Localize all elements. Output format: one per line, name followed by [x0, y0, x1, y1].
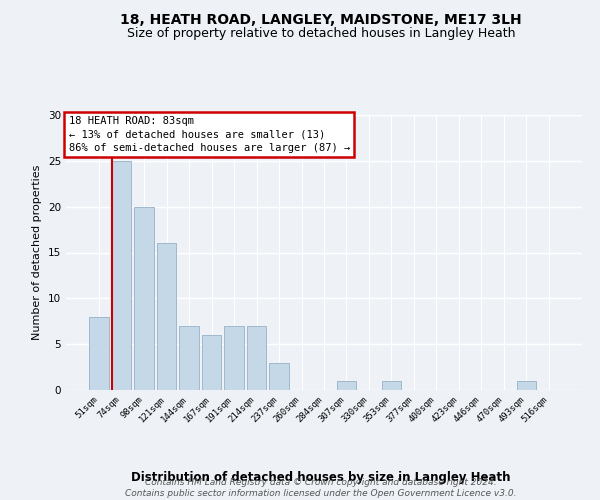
Bar [202, 335, 221, 390]
Bar [224, 326, 244, 390]
Bar [382, 381, 401, 390]
Text: Size of property relative to detached houses in Langley Heath: Size of property relative to detached ho… [127, 28, 515, 40]
Bar [337, 381, 356, 390]
Bar [247, 326, 266, 390]
Text: 18, HEATH ROAD, LANGLEY, MAIDSTONE, ME17 3LH: 18, HEATH ROAD, LANGLEY, MAIDSTONE, ME17… [120, 12, 522, 26]
Bar [269, 362, 289, 390]
Text: Contains HM Land Registry data © Crown copyright and database right 2024.
Contai: Contains HM Land Registry data © Crown c… [125, 478, 517, 498]
Bar [89, 316, 109, 390]
Y-axis label: Number of detached properties: Number of detached properties [32, 165, 43, 340]
Text: 18 HEATH ROAD: 83sqm
← 13% of detached houses are smaller (13)
86% of semi-detac: 18 HEATH ROAD: 83sqm ← 13% of detached h… [68, 116, 350, 153]
Text: Distribution of detached houses by size in Langley Heath: Distribution of detached houses by size … [131, 471, 511, 484]
Bar [517, 381, 536, 390]
Bar [157, 244, 176, 390]
Bar [179, 326, 199, 390]
Bar [112, 161, 131, 390]
Bar [134, 206, 154, 390]
